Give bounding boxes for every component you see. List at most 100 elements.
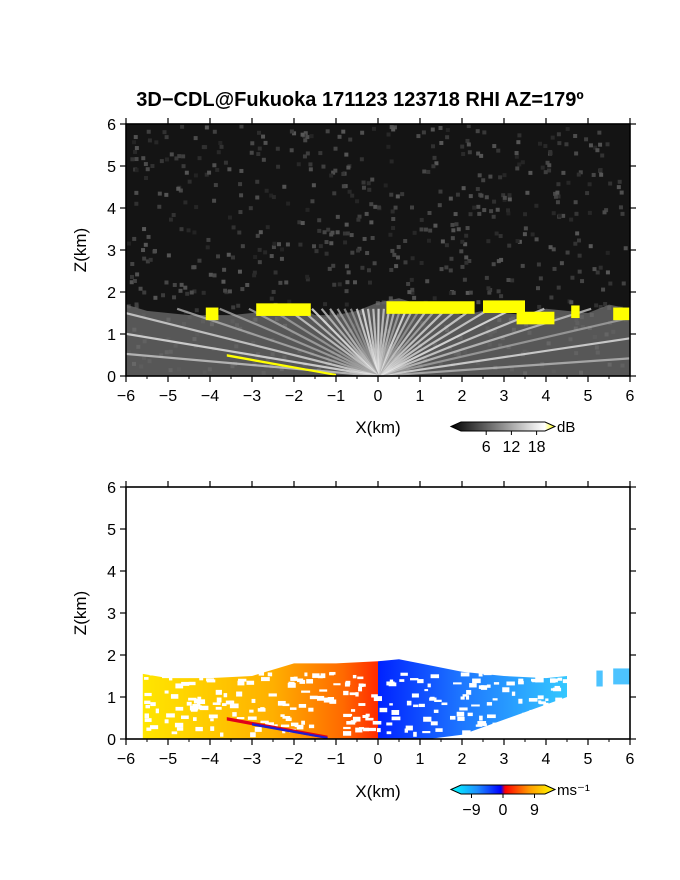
noise-cell: [448, 291, 453, 296]
noise-cell: [543, 144, 548, 149]
data-gap: [562, 679, 571, 684]
noise-cell: [333, 146, 338, 151]
data-gap: [434, 699, 442, 702]
noise-cell: [400, 192, 405, 197]
noise-cell: [308, 167, 313, 172]
noise-cell: [207, 170, 212, 175]
noise-cell: [141, 156, 146, 161]
noise-cell: [357, 214, 362, 219]
noise-cell: [359, 157, 364, 162]
noise-cell: [460, 264, 465, 269]
data-gap: [329, 671, 336, 675]
data-gap: [529, 709, 535, 714]
noise-cell: [461, 152, 466, 157]
x-tick-label: −3: [243, 388, 261, 405]
axes: −6 −5 −4 −3 −2 −1 0 1 2 3 4 5 6 0 1 2 3 4 5 6: [107, 117, 636, 405]
data-gap: [373, 696, 382, 702]
data-gap: [212, 674, 220, 677]
noise-cell: [403, 260, 408, 265]
noise-cell: [496, 148, 501, 153]
noise-cell: [460, 144, 465, 149]
noise-cell: [133, 135, 138, 140]
noise-cell: [164, 192, 169, 197]
noise-cell: [348, 137, 353, 142]
beam-ray: [377, 308, 448, 377]
noise-cell: [314, 249, 319, 254]
noise-cell: [344, 152, 349, 157]
noise-cell: [395, 194, 400, 199]
noise-cell: [189, 290, 194, 295]
noise-cell: [318, 244, 323, 249]
data-gap: [188, 671, 193, 676]
noise-cell: [427, 210, 432, 215]
noise-cell: [416, 134, 421, 139]
x-tick-label: 5: [584, 751, 593, 768]
noise-cell: [437, 203, 442, 208]
noise-cell: [394, 264, 399, 269]
noise-cell: [332, 191, 337, 196]
data-gap: [144, 692, 152, 697]
data-gap: [518, 698, 523, 704]
positive-velocity-region: [142, 661, 378, 739]
noise-cell: [428, 228, 433, 233]
data-gap: [189, 705, 199, 711]
noise-cell: [551, 211, 556, 216]
noise-cell: [423, 227, 428, 232]
strong-echo: [205, 307, 219, 321]
data-gap: [427, 683, 431, 688]
data-gap: [469, 683, 477, 688]
noise-cell: [556, 285, 561, 290]
noise-cell: [193, 173, 198, 178]
noise-cell: [472, 205, 477, 210]
data-gap: [514, 731, 522, 736]
noise-cell: [467, 150, 472, 155]
x-tick-label: 0: [374, 751, 383, 768]
beam-ray: [286, 307, 379, 377]
data-gap: [146, 727, 152, 731]
noise-cell: [488, 174, 493, 179]
noise-cell: [549, 295, 554, 300]
noise-cell: [300, 132, 305, 137]
data-gap: [282, 716, 291, 719]
data-gap: [260, 720, 269, 724]
noise-cell: [536, 286, 541, 291]
noise-cell: [523, 226, 528, 231]
noise-cell: [448, 268, 453, 273]
noise-cell: [491, 214, 496, 219]
noise-cell: [212, 129, 217, 134]
strong-echo: [613, 307, 630, 321]
beam-ray: [377, 307, 459, 377]
noise-cell: [425, 279, 430, 284]
noise-cell: [587, 210, 592, 215]
data-gap: [145, 704, 151, 709]
noise-cell: [280, 247, 285, 252]
noise-cell: [550, 135, 555, 140]
noise-cell: [161, 293, 166, 298]
noise-cell: [205, 245, 210, 250]
noise-cell: [547, 163, 552, 168]
beam-ray: [377, 357, 631, 378]
x-tick-label: 5: [584, 388, 593, 405]
noise-cell: [218, 140, 223, 145]
noise-cell: [286, 201, 291, 206]
colorbar-scale: [449, 784, 557, 795]
noise-cell: [464, 255, 469, 260]
noise-cell: [432, 155, 437, 160]
data-gap: [543, 702, 549, 707]
data-gap: [149, 725, 159, 730]
noise-cell: [553, 194, 558, 199]
data-gap: [430, 674, 440, 679]
beam-ray: [125, 312, 379, 378]
data-gap: [158, 670, 163, 673]
data-gap: [379, 707, 388, 713]
noise-cell: [237, 269, 242, 274]
data-gap: [411, 693, 419, 698]
strong-echo: [256, 303, 311, 316]
noise-cell: [605, 142, 610, 147]
x-tick-label: 4: [542, 388, 551, 405]
data-gap: [167, 671, 174, 677]
noise-cell: [263, 250, 268, 255]
y-axis-label: Z(km): [71, 228, 90, 272]
noise-cell: [598, 304, 603, 309]
strong-echo: [386, 301, 475, 314]
